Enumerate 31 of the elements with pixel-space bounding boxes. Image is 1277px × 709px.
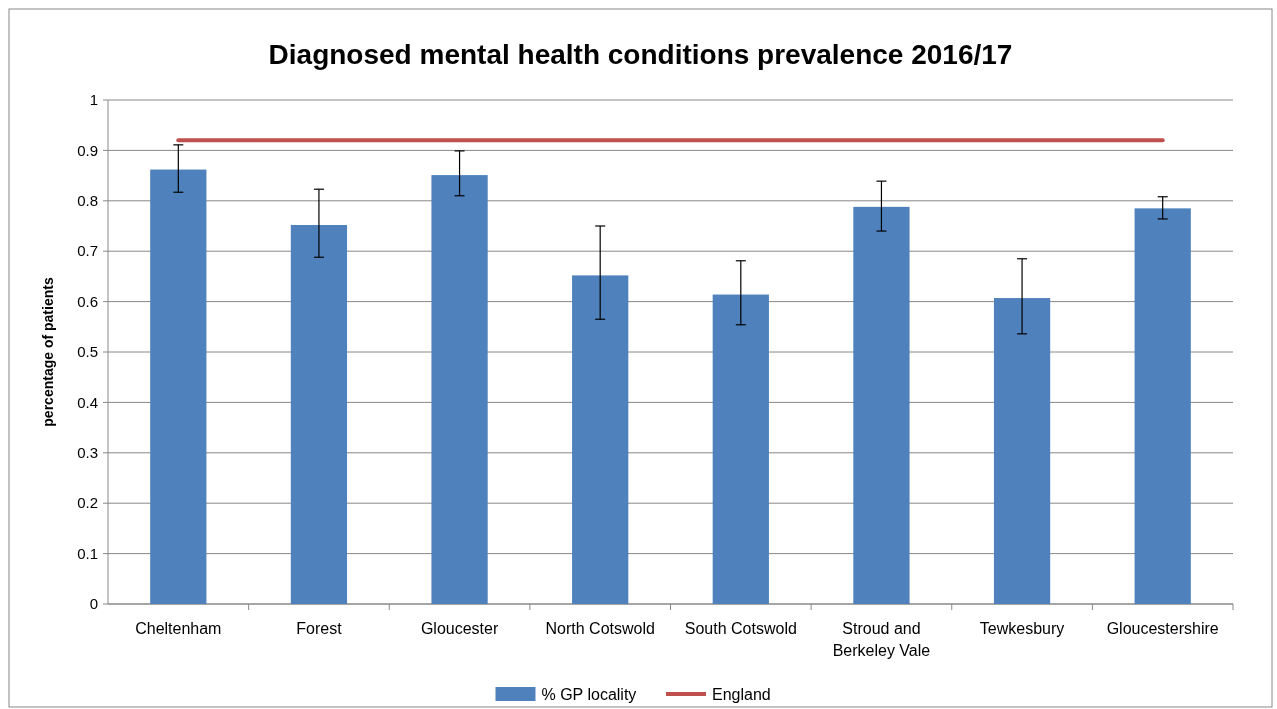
bar [290,224,348,604]
bar [572,275,629,604]
x-tick-label: Cheltenham [135,620,222,637]
x-tick-label: Stroud and Berkeley Vale [832,620,931,659]
y-tick-label: 0.8 [77,192,98,210]
y-tick-label: 1 [89,91,98,109]
x-tick-label: Forest [296,620,343,637]
x-tick-label: Tewkesbury [979,620,1065,637]
y-tick-label: 0.9 [77,141,98,159]
y-axis-title: percentage of patients [40,277,56,427]
legend-label: % GP locality [541,685,637,703]
x-tick-label: South Cotswold [684,620,797,637]
bar [1134,208,1191,604]
x-tick-label: North Cotswold [545,620,655,637]
chart-title: Diagnosed mental health conditions prevalence 2016/17 [268,39,1013,70]
bar [712,294,769,604]
x-tick-label: Gloucester [420,620,499,637]
y-tick-label: 0 [89,595,98,613]
y-tick-label: 0.2 [77,494,98,512]
y-tick-label: 0.1 [77,544,98,562]
bar [431,175,488,604]
y-tick-label: 0.4 [77,393,98,411]
legend-label: England [712,685,771,703]
y-tick-label: 0.5 [77,343,98,361]
bar [853,206,910,604]
bar [993,298,1051,604]
bar [150,169,207,604]
y-tick-label: 0.7 [77,242,98,260]
x-tick-label: Gloucestershire [1106,620,1219,637]
y-tick-label: 0.3 [77,444,98,462]
y-tick-label: 0.6 [77,292,98,310]
